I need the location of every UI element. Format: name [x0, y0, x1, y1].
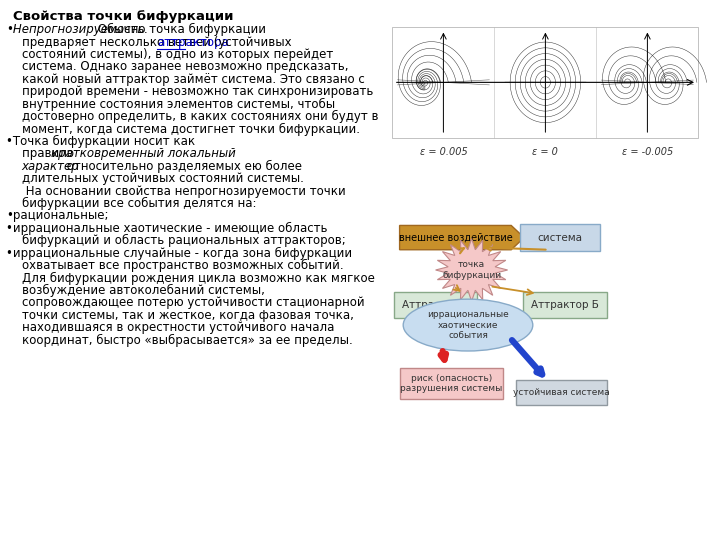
Text: Для бифуркации рождения цикла возможно как мягкое: Для бифуркации рождения цикла возможно к… [22, 272, 374, 285]
Text: ε = 0: ε = 0 [533, 147, 558, 158]
Text: длительных устойчивых состояний системы.: длительных устойчивых состояний системы. [22, 172, 303, 185]
Text: Аттрактор Б: Аттрактор Б [531, 300, 599, 310]
Text: возбуждение автоколебаний системы,: возбуждение автоколебаний системы, [22, 284, 264, 297]
FancyBboxPatch shape [516, 380, 607, 405]
Text: сопровождающее потерю устойчивости стационарной: сопровождающее потерю устойчивости стаци… [22, 296, 364, 309]
Text: Свойства точки бифуркации: Свойства точки бифуркации [13, 10, 233, 23]
Text: состояний системы), в одно из которых перейдет: состояний системы), в одно из которых пе… [22, 48, 333, 61]
FancyBboxPatch shape [520, 224, 600, 251]
Text: (устойчивых: (устойчивых [210, 36, 291, 49]
Text: предваряет несколько ветвей: предваряет несколько ветвей [22, 36, 215, 49]
Text: иррациональные
хаотические
события: иррациональные хаотические события [427, 310, 509, 340]
Polygon shape [436, 239, 508, 301]
Text: риск (опасность)
разрушения системы: риск (опасность) разрушения системы [400, 374, 503, 393]
Text: кратковременный локальный: кратковременный локальный [51, 147, 236, 160]
Text: внутренние состояния элементов системы, чтобы: внутренние состояния элементов системы, … [22, 98, 335, 111]
Text: •Точка бифуркации носит как: •Точка бифуркации носит как [6, 135, 195, 148]
Text: аттрактора: аттрактора [157, 36, 229, 49]
Text: система: система [537, 233, 582, 242]
Text: природой времени - невозможно так синхронизировать: природой времени - невозможно так синхро… [22, 85, 373, 98]
Text: правило: правило [22, 147, 77, 160]
Text: какой новый аттрактор займёт система. Это связано с: какой новый аттрактор займёт система. Эт… [22, 73, 364, 86]
Text: внешнее воздействие: внешнее воздействие [399, 233, 512, 242]
Text: находившаяся в окрестности устойчивого начала: находившаяся в окрестности устойчивого н… [22, 321, 334, 334]
Text: характер: характер [22, 160, 79, 173]
Text: •иррациональные хаотические - имеющие область: •иррациональные хаотические - имеющие об… [6, 222, 328, 235]
Text: точка
бифуркации: точка бифуркации [442, 260, 501, 280]
Text: ε = 0.005: ε = 0.005 [420, 147, 467, 158]
Text: •рациональные;: •рациональные; [6, 210, 108, 222]
FancyBboxPatch shape [392, 27, 698, 138]
Text: бифуркации все события делятся на:: бифуркации все события делятся на: [22, 197, 256, 210]
Polygon shape [400, 226, 524, 249]
Text: •иррациональные случайные - когда зона бифуркации: •иррациональные случайные - когда зона б… [6, 247, 352, 260]
Text: •Непрогнозируемость.: •Непрогнозируемость. [6, 23, 148, 36]
Text: относительно разделяемых ею более: относительно разделяемых ею более [63, 160, 302, 173]
Text: устойчивая система: устойчивая система [513, 388, 610, 397]
Text: ε = -0.005: ε = -0.005 [622, 147, 673, 158]
Text: Обычно точка бифуркации: Обычно точка бифуркации [94, 23, 266, 36]
Text: Аттрактор А: Аттрактор А [402, 300, 469, 310]
Text: достоверно определить, в каких состояниях они будут в: достоверно определить, в каких состояния… [22, 110, 378, 123]
Text: система. Однако заранее невозможно предсказать,: система. Однако заранее невозможно предс… [22, 60, 348, 73]
Text: охватывает все пространство возможных событий.: охватывает все пространство возможных со… [22, 259, 343, 272]
Ellipse shape [403, 299, 533, 351]
FancyBboxPatch shape [523, 292, 607, 318]
Text: бифуркаций и область рациональных аттракторов;: бифуркаций и область рациональных аттрак… [22, 234, 346, 247]
Text: момент, когда система достигнет точки бифуркации.: момент, когда система достигнет точки би… [22, 123, 359, 136]
FancyBboxPatch shape [394, 292, 477, 318]
Text: точки системы, так и жесткое, когда фазовая точка,: точки системы, так и жесткое, когда фазо… [22, 309, 354, 322]
Text: На основании свойства непрогнозируемости точки: На основании свойства непрогнозируемости… [22, 185, 346, 198]
Text: координат, быстро «выбрасывается» за ее пределы.: координат, быстро «выбрасывается» за ее … [22, 334, 352, 347]
FancyBboxPatch shape [400, 368, 503, 399]
